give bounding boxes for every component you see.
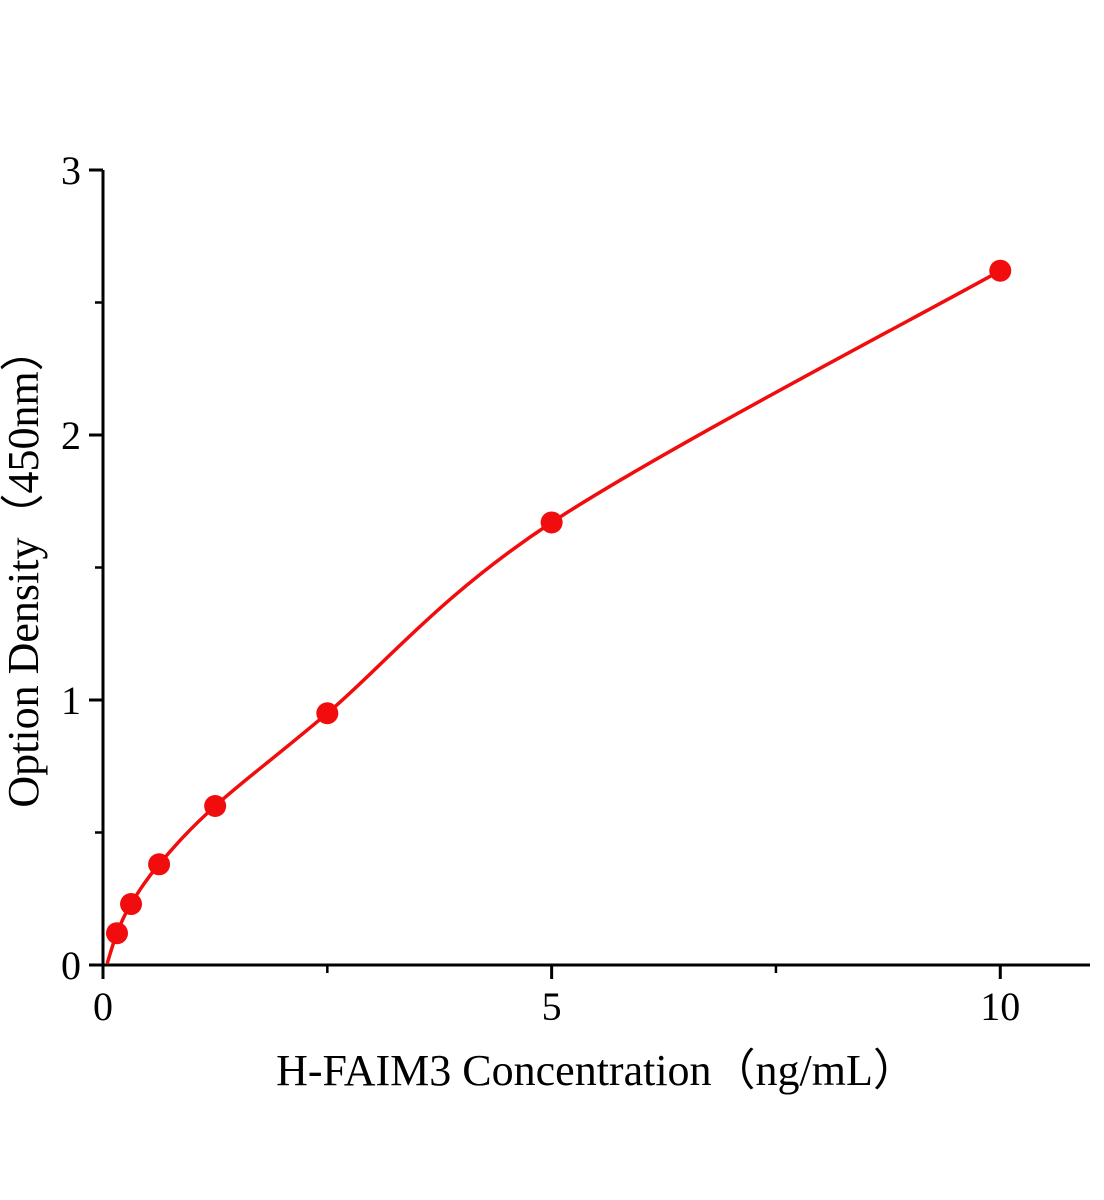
y-tick-label: 2 <box>61 413 81 458</box>
y-tick-label: 0 <box>61 943 81 988</box>
fit-curve <box>105 268 1003 965</box>
data-point <box>316 702 339 725</box>
data-point <box>120 893 143 916</box>
data-point <box>148 853 171 876</box>
data-point <box>204 795 227 817</box>
y-tick-label: 3 <box>61 148 81 193</box>
x-axis-title: H-FAIM3 Concentration（ng/mL） <box>276 1046 917 1095</box>
data-point <box>989 259 1012 282</box>
x-tick-label: 5 <box>542 984 562 1029</box>
y-tick-label: 1 <box>61 678 81 723</box>
y-axis-title: Option Density（450nm） <box>0 327 48 807</box>
data-point <box>105 922 128 945</box>
data-point <box>540 511 563 534</box>
x-tick-label: 0 <box>93 984 113 1029</box>
x-tick-label: 10 <box>980 984 1020 1029</box>
